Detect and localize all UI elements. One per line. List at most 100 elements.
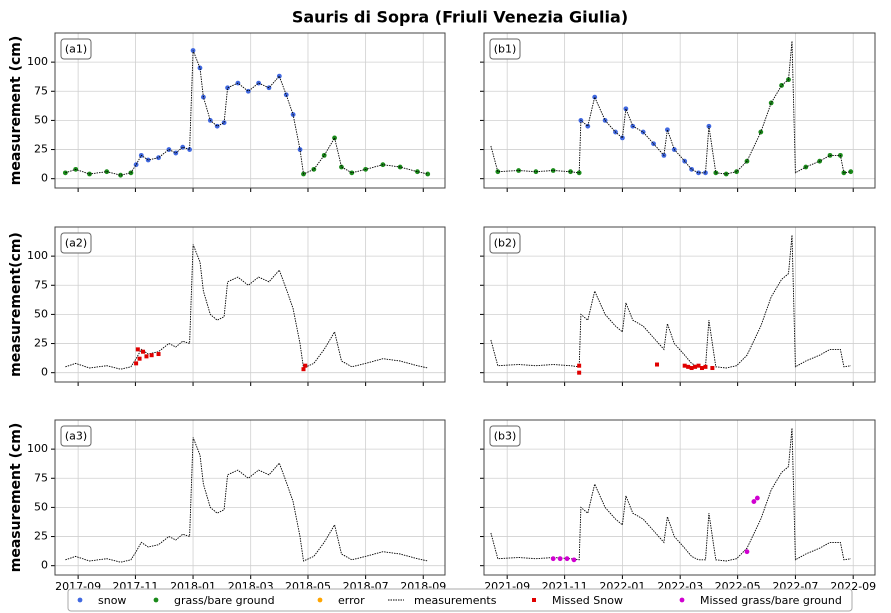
point	[571, 557, 577, 563]
legend-marker	[679, 597, 685, 603]
point	[533, 169, 539, 175]
point	[696, 170, 701, 176]
point	[699, 366, 704, 371]
measurement-line	[65, 244, 428, 370]
point	[321, 152, 327, 158]
plot-frame	[483, 226, 876, 383]
legend-label: Missed Snow	[552, 594, 623, 607]
plot-area	[62, 48, 431, 178]
point	[655, 362, 660, 367]
legend-label: Missed grass/bare ground	[700, 594, 842, 607]
point	[301, 367, 306, 372]
measurement-line	[65, 437, 428, 563]
y-axis-label: measurement (cm)	[8, 423, 24, 573]
y-tick-label: 75	[34, 471, 48, 484]
y-tick-label: 100	[27, 55, 48, 68]
y-tick-label: 0	[41, 559, 48, 572]
plot-frame	[54, 419, 446, 576]
y-tick-label: 100	[27, 249, 48, 262]
plot-area	[490, 41, 854, 177]
legend-marker	[317, 597, 323, 603]
point	[689, 166, 695, 172]
point	[495, 169, 501, 175]
point	[686, 364, 691, 369]
point	[564, 556, 570, 562]
y-tick-label: 75	[34, 84, 48, 97]
panel-tag: (a1)	[65, 43, 87, 56]
point	[689, 366, 694, 371]
point	[225, 85, 230, 91]
point	[568, 169, 573, 175]
y-tick-label: 25	[34, 143, 48, 156]
point	[283, 92, 289, 98]
legend-marker	[153, 597, 159, 603]
point	[245, 88, 251, 94]
point	[135, 347, 140, 352]
legend-label: snow	[98, 594, 126, 607]
panel-tag: (b3)	[494, 430, 517, 443]
measurement-line	[490, 235, 851, 369]
point	[754, 495, 760, 501]
y-tick-label: 0	[41, 172, 48, 185]
y-tick-label: 100	[27, 442, 48, 455]
point	[118, 172, 123, 178]
point	[134, 361, 139, 366]
point	[710, 366, 715, 371]
point	[696, 363, 701, 368]
y-tick-label: 25	[34, 337, 48, 350]
point	[349, 170, 355, 176]
figure-title: Sauris di Sopra (Friuli Venezia Giulia)	[292, 8, 628, 27]
y-tick-label: 50	[34, 307, 48, 320]
panel-tag: (b2)	[494, 237, 517, 250]
point	[550, 556, 556, 562]
legend-marker	[77, 597, 83, 603]
point	[332, 135, 337, 141]
y-tick-label: 0	[41, 366, 48, 379]
y-tick-label: 50	[34, 113, 48, 126]
legend-label: grass/bare ground	[174, 594, 275, 607]
point	[137, 356, 142, 361]
legend-marker	[532, 598, 536, 602]
plot-frame	[483, 32, 876, 189]
y-tick-label: 50	[34, 500, 48, 513]
point	[664, 127, 670, 133]
point	[682, 363, 687, 368]
legend-box	[67, 588, 853, 612]
point	[62, 170, 68, 176]
point	[180, 144, 186, 150]
point	[623, 106, 629, 112]
point	[550, 168, 556, 173]
point	[156, 352, 161, 357]
point	[214, 123, 220, 129]
point	[693, 364, 698, 369]
y-axis-label: measurement(cm)	[8, 232, 24, 377]
point	[303, 363, 308, 368]
plot-frame	[483, 419, 876, 576]
panel-tag-box	[60, 38, 92, 60]
plot-area	[65, 437, 428, 563]
point	[577, 363, 582, 368]
point	[149, 353, 154, 358]
point	[577, 370, 582, 375]
panel-tag-box	[489, 232, 521, 254]
plot-area	[65, 244, 428, 372]
panel-tag-box	[60, 425, 92, 447]
point	[339, 164, 344, 170]
measurement-line	[65, 50, 428, 176]
point	[187, 147, 193, 152]
panel-tag-box	[60, 232, 92, 254]
point	[141, 349, 146, 354]
point	[640, 129, 646, 135]
panel-tag-box	[489, 38, 521, 60]
legend-label: measurements	[414, 594, 497, 607]
panel-tag-box	[489, 425, 521, 447]
plot-frame	[54, 32, 446, 189]
point	[592, 94, 598, 100]
point	[311, 166, 317, 172]
point	[197, 65, 203, 71]
point	[751, 499, 757, 504]
legend-label: error	[338, 594, 365, 607]
point	[557, 556, 563, 562]
